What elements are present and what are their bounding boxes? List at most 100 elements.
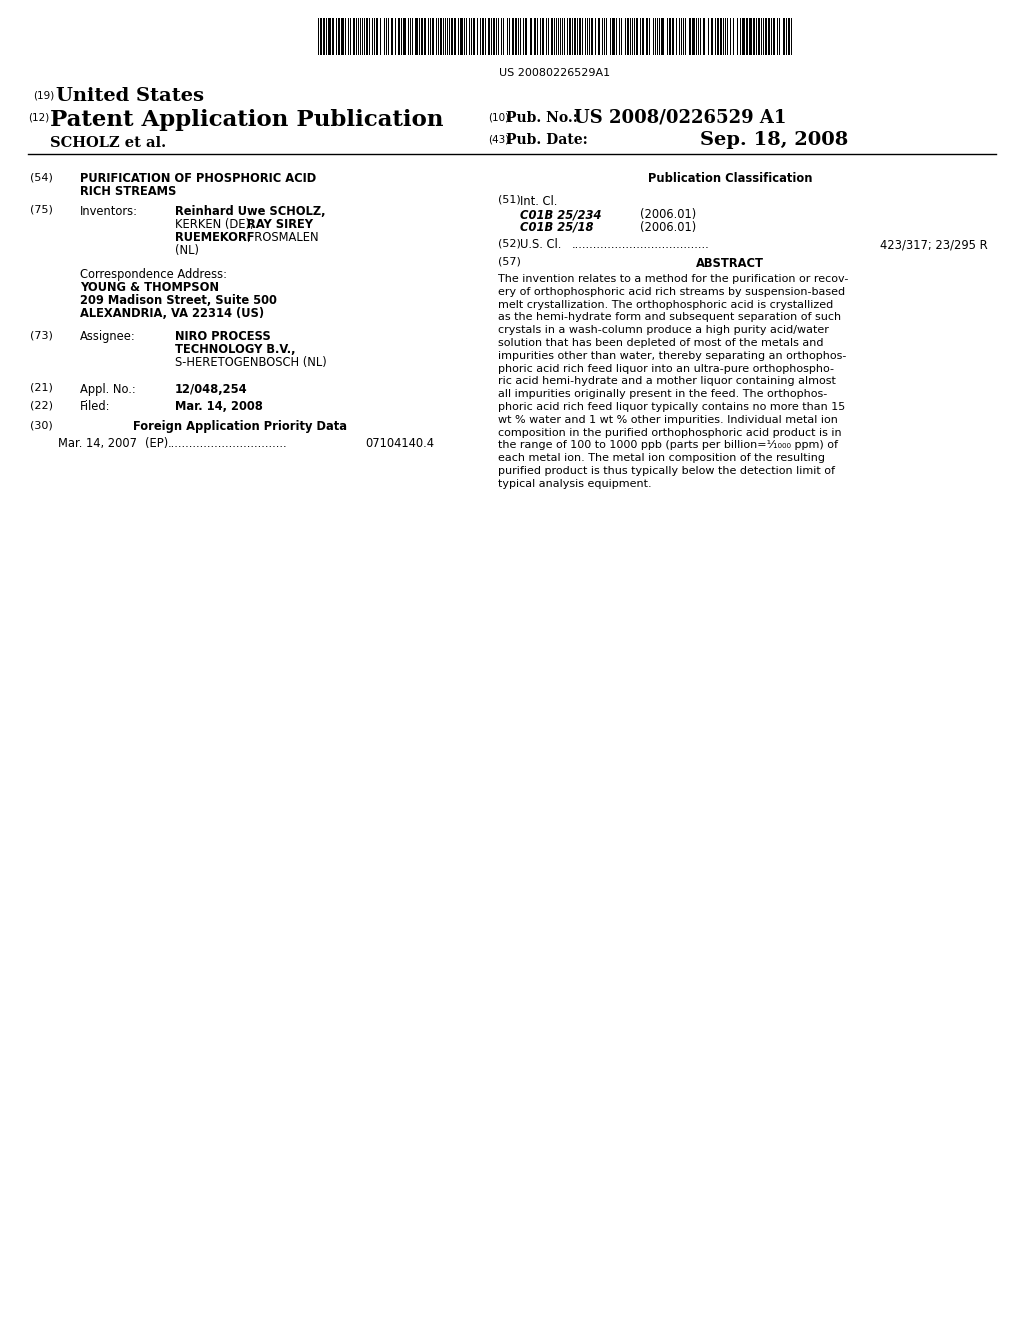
Text: (2006.01): (2006.01) bbox=[640, 209, 696, 220]
Text: SCHOLZ et al.: SCHOLZ et al. bbox=[50, 136, 166, 150]
Text: Patent Application Publication: Patent Application Publication bbox=[50, 110, 443, 131]
Text: TECHNOLOGY B.V.,: TECHNOLOGY B.V., bbox=[175, 343, 296, 356]
Text: The invention relates to a method for the purification or recov-: The invention relates to a method for th… bbox=[498, 275, 848, 284]
Bar bbox=[512, 18, 514, 55]
Text: S-HERETOGENBOSCH (NL): S-HERETOGENBOSCH (NL) bbox=[175, 356, 327, 370]
Text: phoric acid rich feed liquor into an ultra-pure orthophospho-: phoric acid rich feed liquor into an ult… bbox=[498, 363, 834, 374]
Text: phoric acid rich feed liquor typically contains no more than 15: phoric acid rich feed liquor typically c… bbox=[498, 403, 845, 412]
Bar bbox=[758, 18, 760, 55]
Text: , ROSMALEN: , ROSMALEN bbox=[247, 231, 318, 244]
Bar bbox=[742, 18, 745, 55]
Bar bbox=[720, 18, 722, 55]
Bar bbox=[440, 18, 442, 55]
Text: (NL): (NL) bbox=[175, 244, 199, 257]
Text: KERKEN (DE);: KERKEN (DE); bbox=[175, 218, 257, 231]
Text: Filed:: Filed: bbox=[80, 400, 111, 413]
Bar bbox=[376, 18, 378, 55]
Text: Sep. 18, 2008: Sep. 18, 2008 bbox=[700, 131, 848, 149]
Text: impurities other than water, thereby separating an orthophos-: impurities other than water, thereby sep… bbox=[498, 351, 847, 360]
Text: RICH STREAMS: RICH STREAMS bbox=[80, 185, 176, 198]
Text: composition in the purified orthophosphoric acid product is in: composition in the purified orthophospho… bbox=[498, 428, 842, 438]
Text: NIRO PROCESS: NIRO PROCESS bbox=[175, 330, 270, 343]
Text: Pub. Date:: Pub. Date: bbox=[506, 133, 588, 147]
Text: PURIFICATION OF PHOSPHORIC ACID: PURIFICATION OF PHOSPHORIC ACID bbox=[80, 172, 316, 185]
Bar bbox=[717, 18, 719, 55]
Text: C01B 25/18: C01B 25/18 bbox=[520, 220, 594, 234]
Text: melt crystallization. The orthophosphoric acid is crystallized: melt crystallization. The orthophosphori… bbox=[498, 300, 834, 310]
Text: Foreign Application Priority Data: Foreign Application Priority Data bbox=[133, 420, 347, 433]
Text: ALEXANDRIA, VA 22314 (US): ALEXANDRIA, VA 22314 (US) bbox=[80, 308, 264, 319]
Bar bbox=[525, 18, 527, 55]
Text: ery of orthophosphoric acid rich streams by suspension-based: ery of orthophosphoric acid rich streams… bbox=[498, 286, 845, 297]
Text: US 20080226529A1: US 20080226529A1 bbox=[500, 69, 610, 78]
Bar bbox=[627, 18, 629, 55]
Bar bbox=[454, 18, 456, 55]
Text: (19): (19) bbox=[33, 90, 54, 100]
Bar bbox=[391, 18, 393, 55]
Bar bbox=[366, 18, 368, 55]
Bar bbox=[415, 18, 418, 55]
Bar bbox=[460, 18, 463, 55]
Bar bbox=[534, 18, 536, 55]
Bar bbox=[662, 18, 664, 55]
Text: U.S. Cl.: U.S. Cl. bbox=[520, 238, 561, 251]
Bar bbox=[788, 18, 790, 55]
Bar bbox=[328, 18, 331, 55]
Text: Appl. No.:: Appl. No.: bbox=[80, 383, 136, 396]
Text: Int. Cl.: Int. Cl. bbox=[520, 195, 557, 209]
Bar bbox=[341, 18, 344, 55]
Text: Correspondence Address:: Correspondence Address: bbox=[80, 268, 227, 281]
Bar bbox=[488, 18, 490, 55]
Bar bbox=[569, 18, 571, 55]
Text: all impurities originally present in the feed. The orthophos-: all impurities originally present in the… bbox=[498, 389, 827, 399]
Bar bbox=[692, 18, 695, 55]
Bar bbox=[482, 18, 484, 55]
Bar bbox=[319, 18, 322, 55]
Bar bbox=[579, 18, 581, 55]
Text: the range of 100 to 1000 ppb (parts per billion=¹⁄₁₀₀₀ ppm) of: the range of 100 to 1000 ppb (parts per … bbox=[498, 441, 838, 450]
Text: 07104140.4: 07104140.4 bbox=[365, 437, 434, 450]
Text: Inventors:: Inventors: bbox=[80, 205, 138, 218]
Text: (43): (43) bbox=[488, 135, 509, 144]
Bar bbox=[432, 18, 434, 55]
Bar bbox=[765, 18, 767, 55]
Bar bbox=[636, 18, 638, 55]
Bar bbox=[642, 18, 644, 55]
Bar bbox=[493, 18, 495, 55]
Text: RAY SIREY: RAY SIREY bbox=[247, 218, 313, 231]
Bar bbox=[542, 18, 544, 55]
Text: (51): (51) bbox=[498, 195, 521, 205]
Text: 209 Madison Street, Suite 500: 209 Madison Street, Suite 500 bbox=[80, 294, 276, 308]
Bar bbox=[753, 18, 755, 55]
Text: (10): (10) bbox=[488, 112, 509, 121]
Bar bbox=[353, 18, 355, 55]
Text: (57): (57) bbox=[498, 257, 521, 267]
Text: each metal ion. The metal ion composition of the resulting: each metal ion. The metal ion compositio… bbox=[498, 453, 825, 463]
Text: 423/317; 23/295 R: 423/317; 23/295 R bbox=[880, 238, 988, 251]
Bar bbox=[551, 18, 553, 55]
Bar bbox=[530, 18, 532, 55]
Bar bbox=[711, 18, 713, 55]
Text: typical analysis equipment.: typical analysis equipment. bbox=[498, 479, 651, 488]
Bar bbox=[591, 18, 593, 55]
Text: as the hemi-hydrate form and subsequent separation of such: as the hemi-hydrate form and subsequent … bbox=[498, 313, 841, 322]
Text: ......................................: ...................................... bbox=[572, 238, 710, 251]
Text: (21): (21) bbox=[30, 383, 53, 393]
Bar bbox=[669, 18, 671, 55]
Text: (22): (22) bbox=[30, 400, 53, 411]
Text: crystals in a wash-column produce a high purity acid/water: crystals in a wash-column produce a high… bbox=[498, 325, 828, 335]
Text: C01B 25/234: C01B 25/234 bbox=[520, 209, 601, 220]
Text: .................................: ................................. bbox=[168, 437, 288, 450]
Text: Reinhard Uwe SCHOLZ,: Reinhard Uwe SCHOLZ, bbox=[175, 205, 326, 218]
Text: (75): (75) bbox=[30, 205, 53, 215]
Bar bbox=[749, 18, 752, 55]
Bar bbox=[323, 18, 325, 55]
Text: Publication Classification: Publication Classification bbox=[648, 172, 812, 185]
Bar bbox=[398, 18, 400, 55]
Text: (12): (12) bbox=[28, 112, 49, 121]
Bar bbox=[424, 18, 426, 55]
Text: Mar. 14, 2008: Mar. 14, 2008 bbox=[175, 400, 263, 413]
Text: wt % water and 1 wt % other impurities. Individual metal ion: wt % water and 1 wt % other impurities. … bbox=[498, 414, 838, 425]
Text: Mar. 14, 2007: Mar. 14, 2007 bbox=[58, 437, 137, 450]
Text: RUEMEKORF: RUEMEKORF bbox=[175, 231, 255, 244]
